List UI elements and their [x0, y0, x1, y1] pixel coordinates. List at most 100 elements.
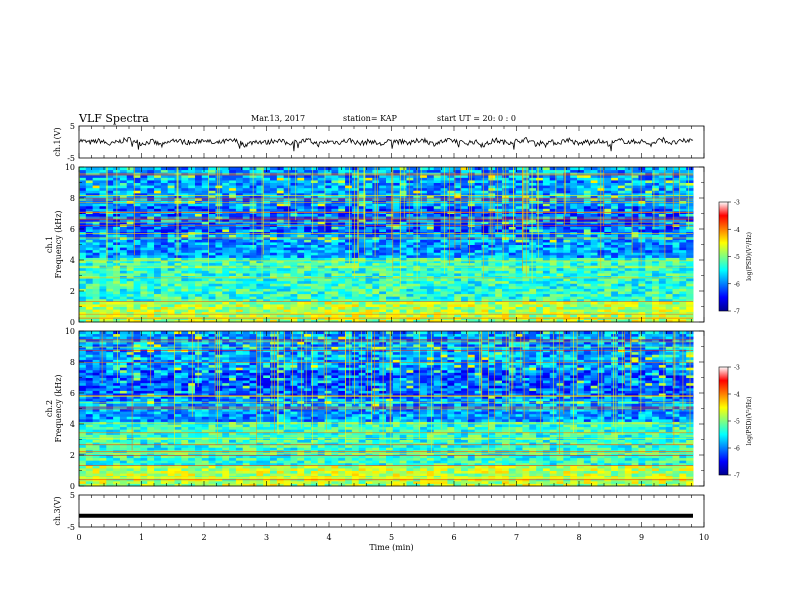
spectrogram-cell: [85, 218, 94, 222]
spectrogram-cell: [665, 291, 674, 295]
spectrogram-cell: [392, 270, 401, 274]
spectrogram-cell: [174, 285, 182, 289]
spectrogram-cell: [631, 221, 639, 225]
spectrogram-cell: [679, 285, 687, 289]
spectrogram-cell: [624, 203, 633, 207]
spectrogram-cell: [256, 226, 264, 230]
spectrogram-cell: [229, 252, 237, 256]
spectrogram-cell: [617, 319, 626, 323]
spectrogram-cell: [611, 260, 619, 264]
spectrogram-cell: [79, 260, 87, 264]
spectrogram-cell: [529, 280, 537, 284]
spectrogram-cell: [154, 280, 162, 284]
spectrogram-cell: [263, 285, 271, 289]
spectrogram-cell: [577, 257, 585, 261]
spectrogram-cell: [154, 275, 162, 279]
spectrogram-cell: [672, 231, 680, 235]
spectrogram-cell: [563, 309, 571, 313]
spectrogram-cell: [85, 303, 94, 307]
spectrogram-cell: [583, 187, 592, 191]
spectrogram-cell: [160, 298, 169, 302]
spectrogram-cell: [406, 195, 414, 199]
spectrogram-cell: [276, 241, 285, 245]
spectrogram-cell: [160, 303, 169, 307]
spectrogram-cell: [386, 283, 394, 287]
spectrogram-cell: [351, 291, 360, 295]
spectrogram-cell: [235, 226, 244, 230]
spectrogram-cell: [79, 234, 87, 238]
spectrogram-cell: [617, 229, 626, 233]
spectrogram-cell: [556, 303, 564, 307]
spectrogram-cell: [119, 216, 128, 220]
spectrogram-cell: [324, 288, 332, 292]
spectrogram-cell: [324, 185, 332, 189]
spectrogram-cell: [276, 291, 285, 295]
spectrogram-cell: [652, 301, 660, 305]
spectrogram-cell: [242, 187, 251, 191]
spectrogram-cell: [379, 229, 387, 233]
spectrogram-cell: [426, 241, 435, 245]
spectrogram-cell: [270, 267, 278, 271]
spectrogram-cell: [351, 239, 360, 243]
spectrogram-cell: [420, 213, 428, 217]
spectrogram-cell: [611, 241, 619, 245]
spectrogram-cell: [365, 239, 373, 243]
spectrogram-cell: [638, 283, 646, 287]
spectrogram-cell: [181, 272, 189, 276]
spectrogram-cell: [433, 195, 442, 199]
spectrogram-cell: [242, 234, 251, 238]
spectrogram-cell: [276, 298, 285, 302]
spectrogram-cell: [283, 203, 291, 207]
spectrogram-cell: [399, 278, 407, 282]
spectrogram-cell: [392, 226, 401, 230]
spectrogram-cell: [652, 260, 660, 264]
spectrogram-cell: [515, 195, 523, 199]
spectrogram-cell: [611, 270, 619, 274]
spectrogram-cell: [652, 296, 660, 300]
spectrogram-cell: [324, 272, 332, 276]
spectrogram-cell: [317, 275, 326, 279]
spectrogram-cell: [270, 190, 278, 194]
spectrogram-cell: [399, 241, 407, 245]
spectrogram-cell: [372, 213, 380, 217]
spectrogram-cell: [508, 226, 517, 230]
spectrogram-cell: [365, 314, 373, 318]
spectrogram-cell: [672, 198, 680, 202]
spectrogram-cell: [119, 270, 128, 274]
spectrogram-cell: [563, 187, 571, 191]
spectrogram-cell: [290, 195, 298, 199]
spectrogram-cell: [372, 208, 380, 212]
spectrogram-cell: [556, 272, 564, 276]
spectrogram-cell: [215, 262, 223, 266]
spectrogram-cell: [658, 203, 667, 207]
spectrogram-cell: [119, 303, 128, 307]
spectrogram-cell: [372, 187, 380, 191]
spectrogram-cell: [556, 278, 564, 282]
spectrogram-cell: [638, 296, 646, 300]
spectrogram-cell: [426, 249, 435, 253]
spectrogram-cell: [113, 278, 121, 282]
spectrogram-cell: [140, 195, 148, 199]
spectrogram-cell: [290, 203, 298, 207]
spectrogram-cell: [583, 298, 592, 302]
spectrogram-cell: [399, 288, 407, 292]
spectrogram-cell: [99, 257, 107, 261]
spectrogram-cell: [167, 314, 176, 318]
spectrogram-cell: [413, 298, 421, 302]
spectrogram-cell: [113, 296, 121, 300]
spectrogram-cell: [604, 275, 612, 279]
spectrogram-cell: [208, 257, 216, 261]
spectrogram-cell: [515, 275, 523, 279]
spectrogram-cell: [372, 301, 380, 305]
spectrogram-cell: [140, 301, 148, 305]
spectrogram-cell: [222, 270, 230, 274]
spectrogram-cell: [235, 260, 244, 264]
spectrogram-cell: [577, 280, 585, 284]
spectrogram-cell: [549, 278, 558, 282]
spectrogram-cell: [181, 247, 189, 251]
spectrogram-cell: [188, 190, 196, 194]
spectrogram-cell: [235, 216, 244, 220]
spectrogram-cell: [126, 234, 135, 238]
spectrogram-cell: [331, 249, 339, 253]
spectrogram-cell: [126, 303, 135, 307]
